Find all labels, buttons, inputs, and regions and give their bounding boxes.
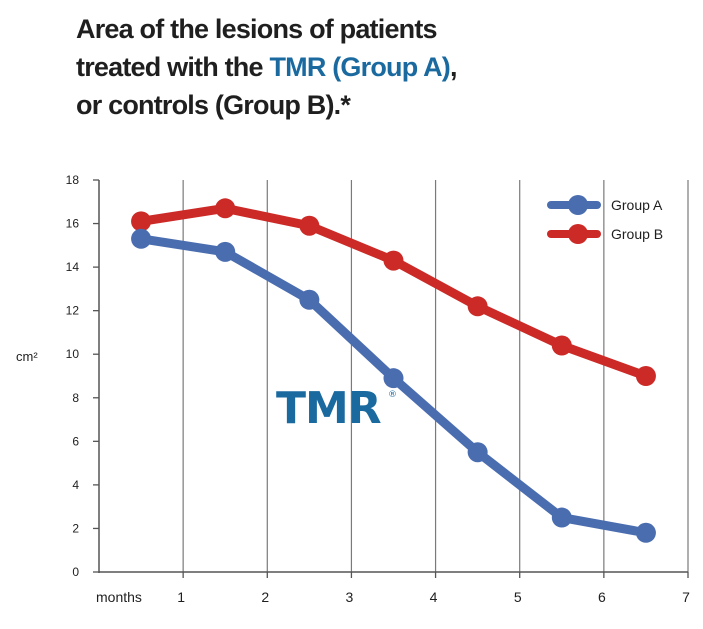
group-b-point-1 bbox=[131, 211, 152, 232]
group-b-point-3 bbox=[299, 215, 320, 236]
group-a-point-2 bbox=[215, 241, 236, 262]
y-tick-label-12: 12 bbox=[66, 304, 80, 318]
tmr-logo-text: TMR bbox=[276, 383, 381, 434]
title-line-1: Area of the lesions of patients bbox=[76, 14, 438, 44]
chart-title: Area of the lesions of patients treated w… bbox=[76, 10, 636, 124]
data-series bbox=[131, 198, 656, 543]
title-line-2-suffix: , bbox=[450, 52, 457, 82]
x-tick-label-1: 1 bbox=[177, 589, 185, 605]
x-axis-label: months bbox=[96, 589, 142, 605]
y-tick-label-14: 14 bbox=[66, 260, 80, 274]
legend-group-a-marker bbox=[568, 195, 588, 215]
x-tick-label-5: 5 bbox=[514, 589, 522, 605]
group-b-point-5 bbox=[467, 296, 488, 317]
group-a-point-4 bbox=[383, 368, 404, 389]
legend-group-a-label: Group A bbox=[611, 197, 663, 213]
group-b-point-7 bbox=[635, 366, 656, 386]
x-tick-label-7: 7 bbox=[682, 589, 690, 605]
group-a-point-1 bbox=[131, 228, 152, 249]
y-tick-label-10: 10 bbox=[66, 347, 80, 361]
title-line-3: or controls (Group B).* bbox=[76, 90, 351, 120]
group-b-point-4 bbox=[383, 250, 404, 271]
tmr-logo: TMR ® bbox=[276, 383, 397, 434]
group-a-point-5 bbox=[467, 442, 488, 463]
x-tick-label-4: 4 bbox=[430, 589, 438, 605]
group-a-point-6 bbox=[551, 507, 572, 528]
y-tick-label-8: 8 bbox=[72, 391, 79, 405]
x-tick-label-3: 3 bbox=[346, 589, 354, 605]
x-tick-label-6: 6 bbox=[598, 589, 606, 605]
y-tick-label-6: 6 bbox=[72, 434, 79, 448]
tmr-logo-registered-mark: ® bbox=[388, 390, 397, 400]
legend-group-b-label: Group B bbox=[611, 226, 663, 242]
x-tick-label-2: 2 bbox=[261, 589, 269, 605]
y-tick-label-16: 16 bbox=[66, 217, 80, 231]
y-tick-label-2: 2 bbox=[72, 521, 79, 535]
group-b-point-2 bbox=[215, 198, 236, 219]
group-a-point-3 bbox=[299, 289, 320, 310]
legend: Group A Group B bbox=[547, 195, 663, 244]
group-a-point-7 bbox=[635, 522, 656, 543]
y-tick-label-4: 4 bbox=[72, 478, 79, 492]
group-b-point-6 bbox=[551, 335, 572, 356]
title-line-2-prefix: treated with the bbox=[76, 52, 270, 82]
y-tick-label-0: 0 bbox=[72, 565, 79, 579]
y-axis-label: cm² bbox=[16, 349, 38, 364]
legend-group-b-marker bbox=[568, 224, 588, 244]
y-tick-label-18: 18 bbox=[66, 173, 80, 187]
title-accent-tmr-group-a: TMR (Group A) bbox=[269, 52, 450, 82]
